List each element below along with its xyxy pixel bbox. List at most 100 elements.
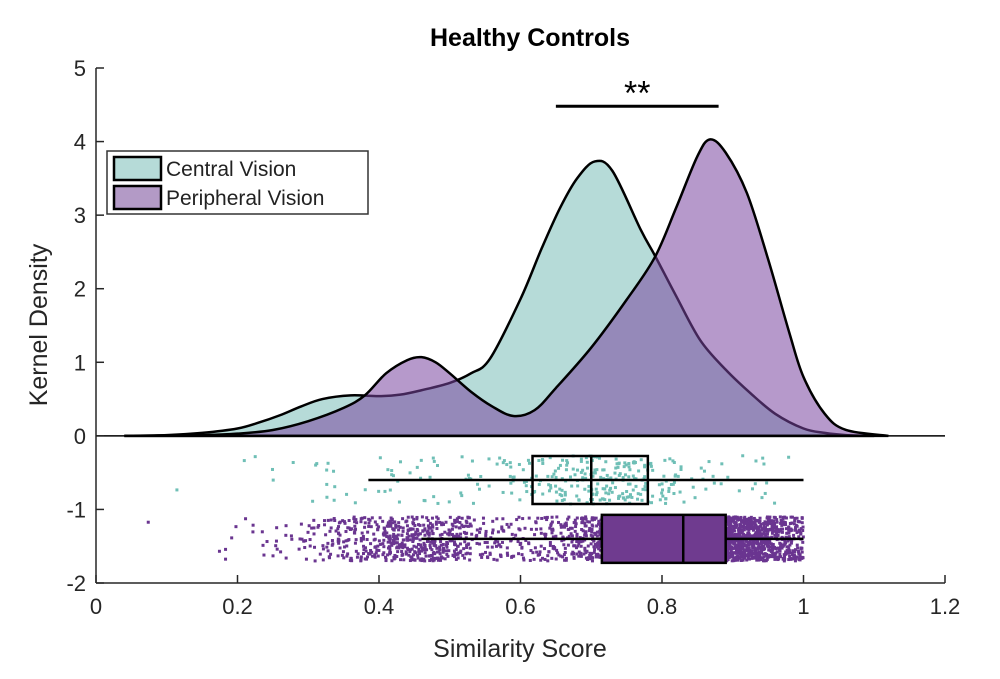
scatter-dot bbox=[363, 488, 367, 492]
scatter-dot bbox=[459, 532, 463, 536]
scatter-dot bbox=[585, 466, 589, 470]
scatter-dot bbox=[597, 554, 601, 558]
scatter-dot bbox=[603, 487, 607, 491]
scatter-dot bbox=[381, 553, 385, 557]
scatter-dot bbox=[768, 527, 772, 531]
scatter-dot bbox=[648, 462, 652, 466]
scatter-dot bbox=[631, 488, 635, 492]
scatter-dot bbox=[598, 555, 602, 559]
scatter-dot bbox=[570, 484, 574, 488]
scatter-dot bbox=[377, 548, 381, 552]
scatter-dot bbox=[447, 549, 451, 553]
scatter-dot bbox=[548, 526, 552, 530]
scatter-dot bbox=[610, 490, 614, 494]
scatter-dot bbox=[543, 557, 547, 561]
scatter-dot bbox=[329, 518, 333, 522]
scatter-dot bbox=[750, 556, 754, 560]
scatter-dot bbox=[575, 494, 579, 498]
scatter-dot bbox=[521, 468, 525, 472]
scatter-dot bbox=[377, 489, 381, 493]
scatter-dot bbox=[763, 526, 767, 530]
scatter-dot bbox=[302, 539, 306, 543]
scatter-dot bbox=[608, 488, 612, 492]
scatter-dot bbox=[382, 538, 386, 542]
scatter-dot bbox=[346, 538, 350, 542]
scatter-dot bbox=[551, 535, 555, 539]
scatter-dot bbox=[444, 549, 448, 553]
scatter-dot bbox=[783, 523, 787, 527]
scatter-dot bbox=[368, 552, 372, 556]
scatter-dot bbox=[702, 469, 706, 473]
scatter-dot bbox=[753, 538, 757, 542]
scatter-dot bbox=[465, 521, 469, 525]
scatter-dot bbox=[734, 556, 738, 560]
scatter-dot bbox=[340, 553, 344, 557]
scatter-dot bbox=[415, 465, 419, 469]
scatter-dot bbox=[289, 534, 293, 538]
scatter-dot bbox=[438, 520, 442, 524]
scatter-dot bbox=[342, 540, 346, 544]
scatter-dot bbox=[337, 531, 341, 535]
scatter-dot bbox=[402, 558, 406, 562]
scatter-dot bbox=[725, 558, 729, 562]
scatter-dot bbox=[742, 552, 746, 556]
scatter-dot bbox=[765, 535, 769, 539]
scatter-dot bbox=[593, 542, 597, 546]
scatter-dot bbox=[633, 460, 637, 464]
scatter-dot bbox=[308, 544, 312, 548]
scatter-dot bbox=[548, 541, 552, 545]
scatter-dot bbox=[510, 555, 514, 559]
scatter-dot bbox=[579, 517, 583, 521]
scatter-dot bbox=[748, 557, 752, 561]
scatter-dot bbox=[787, 525, 791, 529]
scatter-dot bbox=[755, 556, 759, 560]
scatter-dot bbox=[745, 553, 749, 557]
scatter-dot bbox=[512, 554, 516, 558]
scatter-dot bbox=[780, 521, 784, 525]
scatter-dot bbox=[628, 493, 632, 497]
scatter-dot bbox=[326, 461, 330, 465]
scatter-dot bbox=[788, 527, 792, 531]
scatter-dot bbox=[584, 534, 588, 538]
scatter-dot bbox=[441, 546, 445, 550]
scatter-dot bbox=[341, 550, 345, 554]
scatter-dot bbox=[373, 537, 377, 541]
scatter-dot bbox=[595, 524, 599, 528]
scatter-dot bbox=[793, 526, 797, 530]
scatter-dot bbox=[768, 515, 772, 519]
scatter-dot bbox=[435, 546, 439, 550]
scatter-dot bbox=[321, 558, 325, 562]
scatter-dot bbox=[595, 491, 599, 495]
scatter-dot bbox=[401, 526, 405, 530]
scatter-dot bbox=[284, 556, 288, 560]
scatter-dot bbox=[773, 521, 777, 525]
boxplots bbox=[368, 454, 804, 565]
scatter-dot bbox=[605, 473, 609, 477]
scatter-dot bbox=[475, 528, 479, 532]
scatter-dot bbox=[758, 555, 762, 559]
scatter-dot bbox=[428, 559, 432, 563]
scatter-dot bbox=[797, 529, 801, 533]
scatter-dot bbox=[438, 557, 442, 561]
scatter-dot bbox=[418, 523, 422, 527]
scatter-dot bbox=[755, 558, 759, 562]
scatter-dot bbox=[613, 486, 617, 490]
chart-title: Healthy Controls bbox=[430, 24, 630, 52]
scatter-dot bbox=[769, 549, 773, 553]
scatter-dot bbox=[352, 515, 356, 519]
scatter-dot bbox=[570, 540, 574, 544]
scatter-dot bbox=[732, 515, 736, 519]
scatter-dot bbox=[348, 558, 352, 562]
scatter-dot bbox=[523, 526, 527, 530]
scatter-dot bbox=[733, 529, 737, 533]
scatter-dot bbox=[480, 555, 484, 559]
scatter-dot bbox=[446, 554, 450, 558]
scatter-dot bbox=[658, 498, 662, 502]
x-tick-label: 0.6 bbox=[505, 594, 536, 619]
scatter-dot bbox=[408, 538, 412, 542]
scatter-dot bbox=[575, 516, 579, 520]
scatter-dot bbox=[801, 535, 805, 539]
scatter-dot bbox=[453, 520, 457, 524]
scatter-dot bbox=[609, 476, 613, 480]
scatter-dot bbox=[778, 555, 782, 559]
